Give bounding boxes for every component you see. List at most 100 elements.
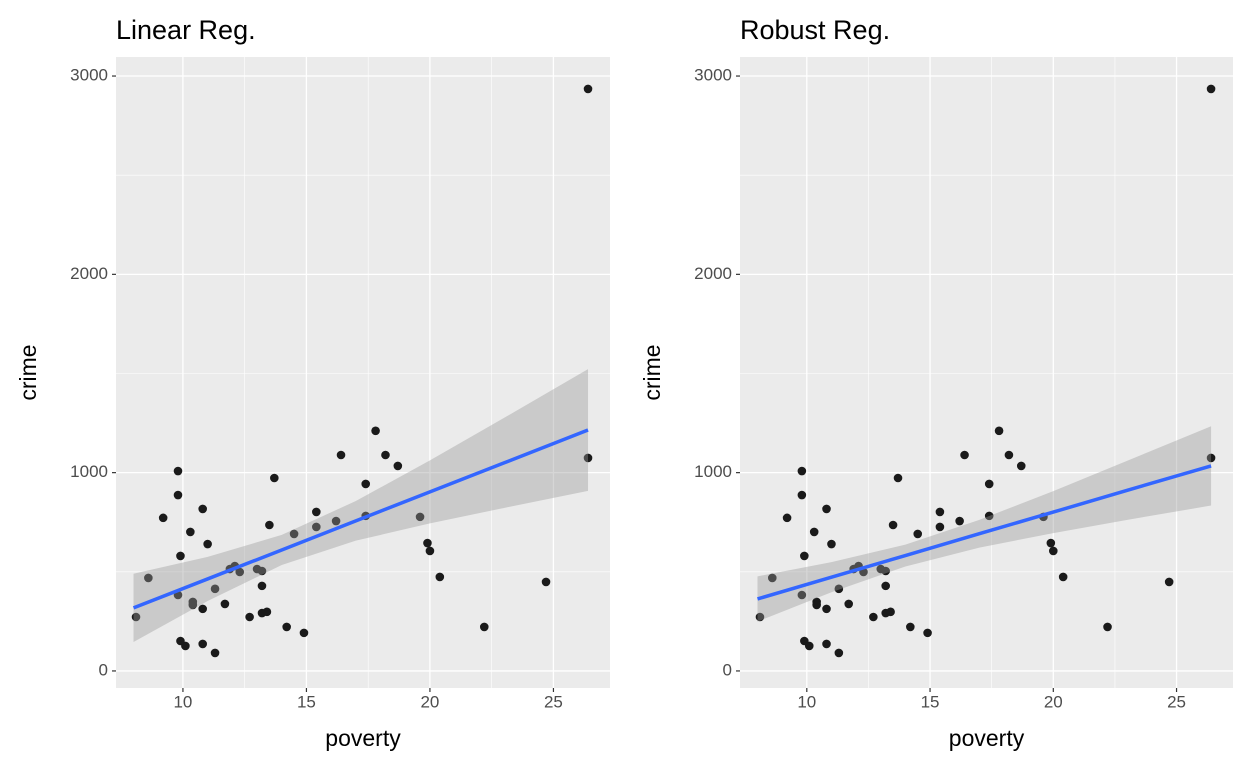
point bbox=[881, 581, 890, 591]
point bbox=[804, 641, 814, 651]
point bbox=[415, 512, 425, 522]
point bbox=[822, 504, 831, 514]
point bbox=[844, 599, 854, 609]
point bbox=[257, 566, 267, 576]
point bbox=[312, 507, 321, 517]
point bbox=[210, 648, 220, 658]
x-tick-label: 20 bbox=[420, 692, 439, 711]
point bbox=[381, 450, 390, 460]
point bbox=[960, 450, 969, 460]
point bbox=[869, 612, 878, 622]
point bbox=[800, 551, 809, 561]
point bbox=[881, 566, 890, 576]
point bbox=[270, 473, 279, 483]
point bbox=[210, 584, 220, 594]
point bbox=[1103, 622, 1112, 632]
point bbox=[479, 622, 489, 632]
point bbox=[282, 622, 291, 632]
point bbox=[888, 520, 898, 530]
point bbox=[583, 84, 593, 94]
x-tick-label: 15 bbox=[921, 692, 940, 711]
point bbox=[935, 507, 945, 517]
panel-background bbox=[740, 57, 1233, 688]
x-tick-label: 15 bbox=[297, 692, 316, 711]
x-tick-label: 25 bbox=[1167, 692, 1186, 711]
y-tick-label: 1000 bbox=[694, 462, 732, 481]
y-tick-label: 1000 bbox=[70, 462, 108, 481]
point bbox=[158, 513, 168, 523]
x-tick-label: 25 bbox=[544, 692, 563, 711]
x-axis-label: poverty bbox=[949, 725, 1025, 751]
point bbox=[198, 504, 207, 514]
point bbox=[893, 473, 903, 483]
point bbox=[782, 513, 792, 523]
point bbox=[186, 527, 195, 537]
y-tick-label: 3000 bbox=[694, 66, 732, 85]
fit-line bbox=[132, 428, 589, 610]
confidence-band bbox=[757, 426, 1212, 622]
point bbox=[994, 426, 1004, 436]
y-tick-label: 2000 bbox=[694, 264, 732, 283]
point bbox=[265, 520, 274, 530]
point bbox=[173, 466, 183, 476]
point bbox=[583, 453, 593, 463]
point bbox=[822, 639, 831, 649]
point bbox=[906, 622, 915, 632]
point bbox=[809, 527, 819, 537]
point bbox=[1206, 84, 1216, 94]
point bbox=[299, 628, 309, 638]
confidence-band bbox=[133, 369, 589, 642]
x-tick-label: 10 bbox=[173, 692, 192, 711]
point bbox=[834, 584, 844, 594]
point bbox=[312, 522, 321, 532]
x-axis-label: poverty bbox=[325, 725, 401, 751]
point bbox=[435, 572, 445, 582]
point bbox=[1046, 538, 1056, 548]
point bbox=[181, 641, 190, 651]
point bbox=[913, 529, 923, 539]
point bbox=[331, 516, 341, 526]
point bbox=[541, 577, 551, 587]
point bbox=[834, 648, 844, 658]
point bbox=[812, 600, 821, 610]
point bbox=[797, 490, 807, 500]
point bbox=[131, 612, 141, 622]
point bbox=[1049, 546, 1058, 556]
point bbox=[827, 539, 836, 549]
point bbox=[198, 604, 207, 614]
point bbox=[425, 546, 435, 556]
x-tick-label: 20 bbox=[1044, 692, 1063, 711]
point bbox=[1058, 572, 1068, 582]
point bbox=[797, 590, 807, 600]
point bbox=[257, 581, 267, 591]
point bbox=[176, 551, 185, 561]
point bbox=[393, 461, 403, 471]
point bbox=[955, 516, 964, 526]
point bbox=[235, 567, 245, 577]
point bbox=[203, 539, 212, 549]
x-tick-label: 10 bbox=[797, 692, 816, 711]
y-tick-label: 2000 bbox=[70, 264, 108, 283]
y-tick-label: 0 bbox=[99, 660, 108, 679]
y-tick-label: 3000 bbox=[70, 66, 108, 85]
point bbox=[935, 522, 945, 532]
point bbox=[767, 573, 777, 583]
point bbox=[797, 466, 807, 476]
point bbox=[361, 479, 371, 489]
point bbox=[886, 607, 895, 617]
point bbox=[1164, 577, 1174, 587]
point bbox=[423, 538, 432, 548]
point bbox=[1016, 461, 1026, 471]
point bbox=[173, 490, 183, 500]
point bbox=[822, 604, 831, 614]
point bbox=[144, 573, 153, 583]
point bbox=[289, 529, 299, 539]
point bbox=[371, 426, 380, 436]
fit-line bbox=[757, 464, 1212, 601]
point bbox=[984, 479, 994, 489]
point bbox=[1206, 453, 1216, 463]
point bbox=[984, 511, 994, 521]
point bbox=[1004, 450, 1014, 460]
